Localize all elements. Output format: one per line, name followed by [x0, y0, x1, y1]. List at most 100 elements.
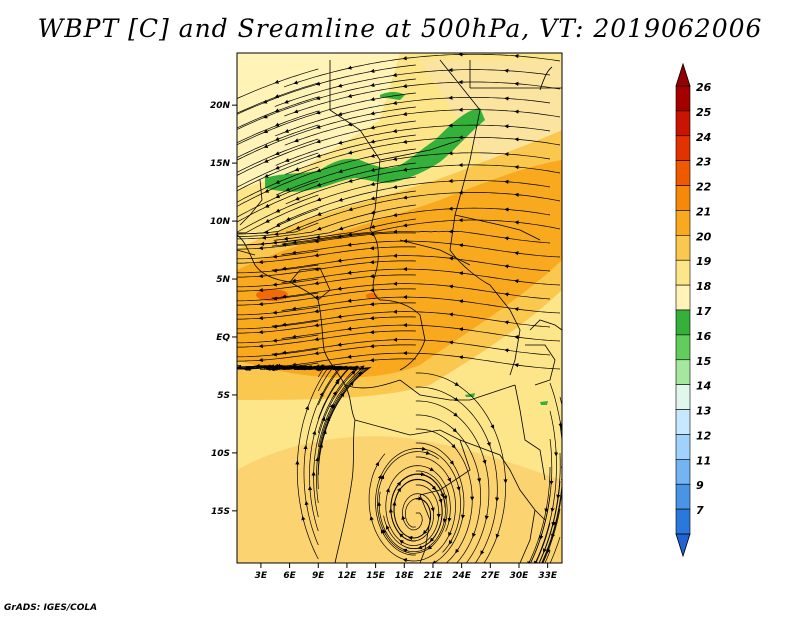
streamline-arrow — [392, 156, 399, 162]
streamline — [282, 219, 561, 245]
streamline-arrow — [294, 196, 301, 201]
colorbar-label: 21 — [696, 205, 711, 218]
streamline-arrow — [274, 151, 281, 156]
streamline-arrow — [347, 178, 354, 183]
streamline — [393, 478, 443, 550]
streamline-arrow — [477, 476, 482, 483]
streamline-arrow — [301, 515, 306, 522]
streamline-arrow — [318, 364, 324, 370]
streamline-arrow — [320, 364, 327, 369]
streamline — [284, 81, 561, 117]
streamline-arrow — [402, 558, 409, 563]
streamline-arrow — [443, 494, 448, 500]
streamline-arrow — [370, 167, 377, 172]
lon-tick-label: 33E — [538, 571, 558, 581]
streamline-arrow — [370, 68, 377, 73]
streamline-arrow — [431, 485, 437, 491]
streamline-arrow — [447, 516, 452, 523]
streamline-arrow — [370, 111, 377, 116]
streamline-arrow — [314, 267, 321, 272]
streamline-arrow — [484, 513, 489, 520]
streamline — [284, 109, 561, 146]
streamline-arrow — [347, 93, 354, 98]
streamline-arrow — [504, 264, 511, 269]
streamline — [271, 311, 551, 328]
colorbar-swatch — [675, 160, 691, 186]
streamline-arrow — [347, 298, 354, 303]
streamline-arrow — [292, 240, 299, 245]
streamline-arrow — [377, 474, 382, 481]
streamline-arrow — [456, 485, 461, 492]
streamline-arrow — [326, 416, 331, 423]
streamline-arrow — [347, 65, 354, 70]
streamline-arrow — [314, 253, 321, 258]
streamline — [528, 467, 551, 563]
streamline-arrow — [550, 506, 555, 513]
colorbar-label: 11 — [696, 454, 711, 467]
colorbar-label: 14 — [696, 380, 711, 393]
streamline — [530, 494, 551, 563]
streamline-arrow — [274, 136, 281, 141]
streamline-arrow — [427, 545, 433, 550]
streamline-arrow — [448, 312, 455, 317]
streamline — [276, 180, 551, 226]
streamline-arrow — [402, 548, 409, 553]
streamline-arrow — [495, 532, 500, 539]
streamline-arrow — [397, 487, 402, 493]
streamline-arrow — [281, 322, 288, 327]
country-borders — [237, 59, 562, 563]
streamline-arrow — [453, 382, 460, 386]
colorbar-label: 15 — [696, 355, 712, 368]
streamline-arrow — [448, 284, 455, 289]
streamline-arrow — [514, 279, 521, 284]
longitude-axis: 3E 6E 9E 12E 15E 18E 21E 24E 27E 30E 33E — [255, 563, 558, 581]
streamline-arrow — [551, 520, 556, 527]
streamline-arrow — [281, 350, 288, 355]
streamline-arrow — [316, 226, 323, 231]
streamline-arrow — [263, 158, 270, 163]
colorbar-swatch — [675, 259, 691, 286]
streamline — [276, 152, 551, 196]
streamline-arrow — [293, 109, 300, 114]
colorbar-swatch — [675, 185, 691, 211]
streamline-arrow — [291, 250, 298, 255]
streamline-arrow — [490, 423, 495, 430]
streamline-arrow — [449, 459, 454, 465]
colorbar-swatch — [675, 359, 691, 385]
streamline-arrow — [392, 128, 399, 134]
streamline-arrow — [316, 168, 323, 173]
streamline-arrow — [294, 167, 301, 172]
streamline-arrow — [274, 79, 281, 84]
streamline-arrow — [285, 187, 292, 192]
streamline-arrow — [283, 236, 290, 241]
streamline-arrow — [264, 173, 270, 178]
streamline — [285, 136, 561, 175]
streamline-arrow — [386, 525, 390, 531]
streamline-arrow — [338, 226, 345, 231]
streamline-arrow — [263, 129, 270, 134]
lon-tick-label: 30E — [510, 571, 530, 581]
streamline-arrow — [402, 195, 409, 200]
streamline-arrow — [335, 380, 340, 386]
streamline-arrow — [380, 474, 385, 481]
streamline-arrow — [460, 513, 466, 520]
streamline-arrow — [265, 218, 271, 223]
streamline-arrow — [419, 472, 426, 477]
streamline-arrow — [385, 487, 390, 494]
streamline-arrow — [337, 258, 344, 263]
streamline-arrow — [514, 335, 521, 340]
streamline-arrow — [486, 440, 491, 447]
streamline-arrow — [316, 197, 323, 202]
streamline-arrow — [448, 530, 453, 537]
streamline-arrow — [281, 266, 288, 271]
streamline — [271, 255, 551, 272]
lon-tick-label: 3E — [255, 571, 268, 581]
colorbar-top-arrow — [675, 62, 691, 87]
streamline-arrow — [321, 416, 326, 423]
colorbar-swatch — [675, 409, 691, 435]
streamline-arrow — [370, 125, 377, 130]
streamline — [271, 283, 551, 300]
streamline — [286, 192, 561, 233]
colorbar-label: 22 — [696, 181, 712, 194]
lat-tick-label: 15S — [211, 507, 230, 517]
